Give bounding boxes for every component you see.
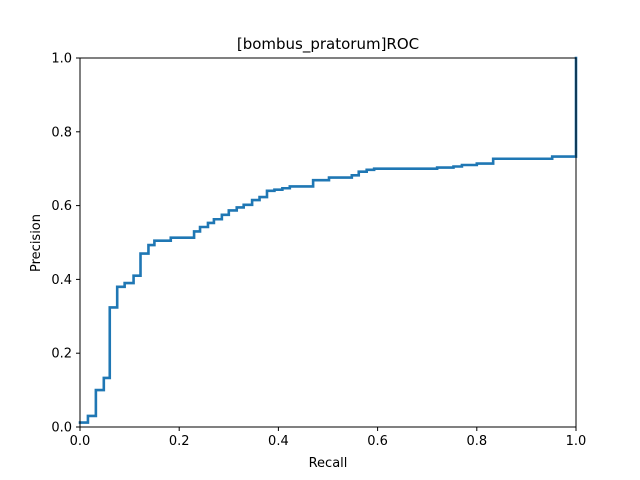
x-axis-label: Recall — [309, 456, 348, 471]
x-tick-label: 0.2 — [169, 434, 190, 449]
y-tick-label: 0.0 — [51, 421, 72, 436]
y-tick-label: 1.0 — [51, 52, 72, 67]
x-axis: 0.0 0.2 0.4 0.6 0.8 1.0 — [70, 427, 587, 449]
x-tick-label: 1.0 — [566, 434, 587, 449]
x-tick-label: 0.8 — [466, 434, 487, 449]
x-tick-label: 0.0 — [70, 434, 91, 449]
axes-frame — [79, 57, 577, 428]
series-line-0 — [78, 56, 578, 424]
plot-area — [78, 56, 578, 428]
y-tick-label: 0.6 — [51, 199, 72, 214]
x-tick-label: 0.4 — [268, 434, 289, 449]
chart-title: [bombus_pratorum]ROC — [237, 35, 419, 54]
y-tick-label: 0.8 — [51, 125, 72, 140]
y-tick-label: 0.4 — [51, 273, 72, 288]
x-tick-label: 0.6 — [367, 434, 388, 449]
y-tick-label: 0.2 — [51, 347, 72, 362]
y-axis-label: Precision — [29, 214, 44, 272]
y-axis: 0.0 0.2 0.4 0.6 0.8 1.0 — [51, 52, 80, 436]
